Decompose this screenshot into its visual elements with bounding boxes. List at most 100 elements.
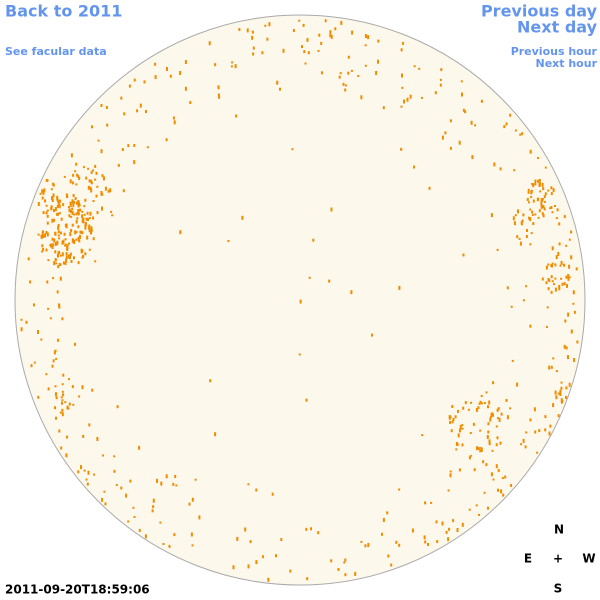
facula (537, 157, 539, 159)
facula (449, 146, 452, 150)
facula (503, 125, 506, 129)
facula (88, 226, 91, 230)
previous-day-link[interactable]: Previous day (481, 2, 598, 21)
facula (76, 173, 79, 177)
facula (344, 88, 347, 92)
facula (133, 78, 136, 82)
facula (558, 284, 561, 288)
facula (68, 378, 70, 381)
facula (80, 465, 82, 470)
facula (461, 427, 464, 430)
facula (68, 402, 71, 406)
facula (46, 280, 49, 284)
facula (487, 430, 490, 434)
facula (62, 239, 65, 244)
facula (95, 194, 98, 198)
facula (65, 193, 68, 198)
facula (52, 183, 55, 187)
back-link[interactable]: Back to 2011 (5, 2, 122, 21)
facula (52, 193, 55, 198)
facula (298, 353, 301, 356)
facula (65, 225, 68, 229)
facula (421, 434, 424, 437)
facula (247, 564, 250, 569)
facula (572, 290, 575, 295)
facula (477, 447, 480, 451)
facula (473, 468, 476, 472)
facula (83, 213, 86, 216)
facula (344, 558, 347, 562)
facula (565, 275, 568, 279)
facula (565, 395, 567, 399)
facula (133, 144, 136, 147)
facula (301, 45, 303, 49)
facula (103, 176, 105, 181)
facula (49, 244, 52, 247)
facula (423, 535, 426, 540)
facula (64, 401, 67, 404)
facula (73, 256, 75, 260)
facula (70, 209, 72, 213)
facula (138, 445, 141, 450)
facula (152, 505, 155, 509)
facula (565, 244, 568, 247)
facula (344, 84, 347, 87)
facula (37, 330, 39, 334)
facula (498, 417, 501, 422)
facula (532, 183, 535, 188)
facula (534, 179, 537, 182)
facula (527, 188, 530, 191)
facula (94, 164, 97, 168)
facula (92, 237, 95, 241)
facula (501, 477, 504, 480)
facula (73, 240, 76, 244)
facula (30, 364, 33, 368)
facula (330, 207, 333, 212)
facula (478, 513, 480, 516)
facula (343, 561, 346, 564)
facula (529, 418, 532, 422)
facula (479, 400, 482, 404)
facula (516, 382, 519, 387)
facula (40, 234, 43, 238)
facula (75, 201, 78, 205)
facula (132, 506, 135, 509)
facula (541, 199, 544, 202)
facula (456, 528, 459, 532)
facula (68, 206, 70, 208)
facula (86, 211, 89, 215)
facular-data-link[interactable]: See facular data (5, 45, 107, 58)
facula (424, 501, 427, 505)
facula (449, 420, 451, 424)
facula (169, 74, 172, 78)
facula (554, 390, 557, 395)
facula (555, 255, 558, 260)
facula (513, 169, 516, 172)
facula (58, 212, 61, 215)
facula (292, 29, 295, 32)
facula (308, 276, 311, 279)
facula (59, 254, 62, 257)
facula (37, 202, 40, 206)
next-hour-link[interactable]: Next hour (536, 57, 598, 70)
facula (445, 530, 448, 534)
facula (469, 432, 472, 434)
facula (87, 167, 90, 170)
facula (82, 166, 85, 169)
facula (525, 235, 528, 238)
facula (452, 519, 455, 523)
facula (522, 213, 525, 217)
facula (276, 80, 279, 85)
facula (573, 358, 576, 362)
previous-hour-link[interactable]: Previous hour (511, 45, 598, 58)
facula (364, 64, 367, 67)
facula (493, 162, 496, 167)
facula (540, 198, 543, 202)
facula (61, 252, 64, 257)
next-day-link[interactable]: Next day (517, 18, 598, 37)
facula (449, 119, 452, 123)
facula (409, 94, 412, 99)
facula (543, 195, 546, 199)
facula (541, 277, 544, 281)
facula (439, 83, 442, 87)
